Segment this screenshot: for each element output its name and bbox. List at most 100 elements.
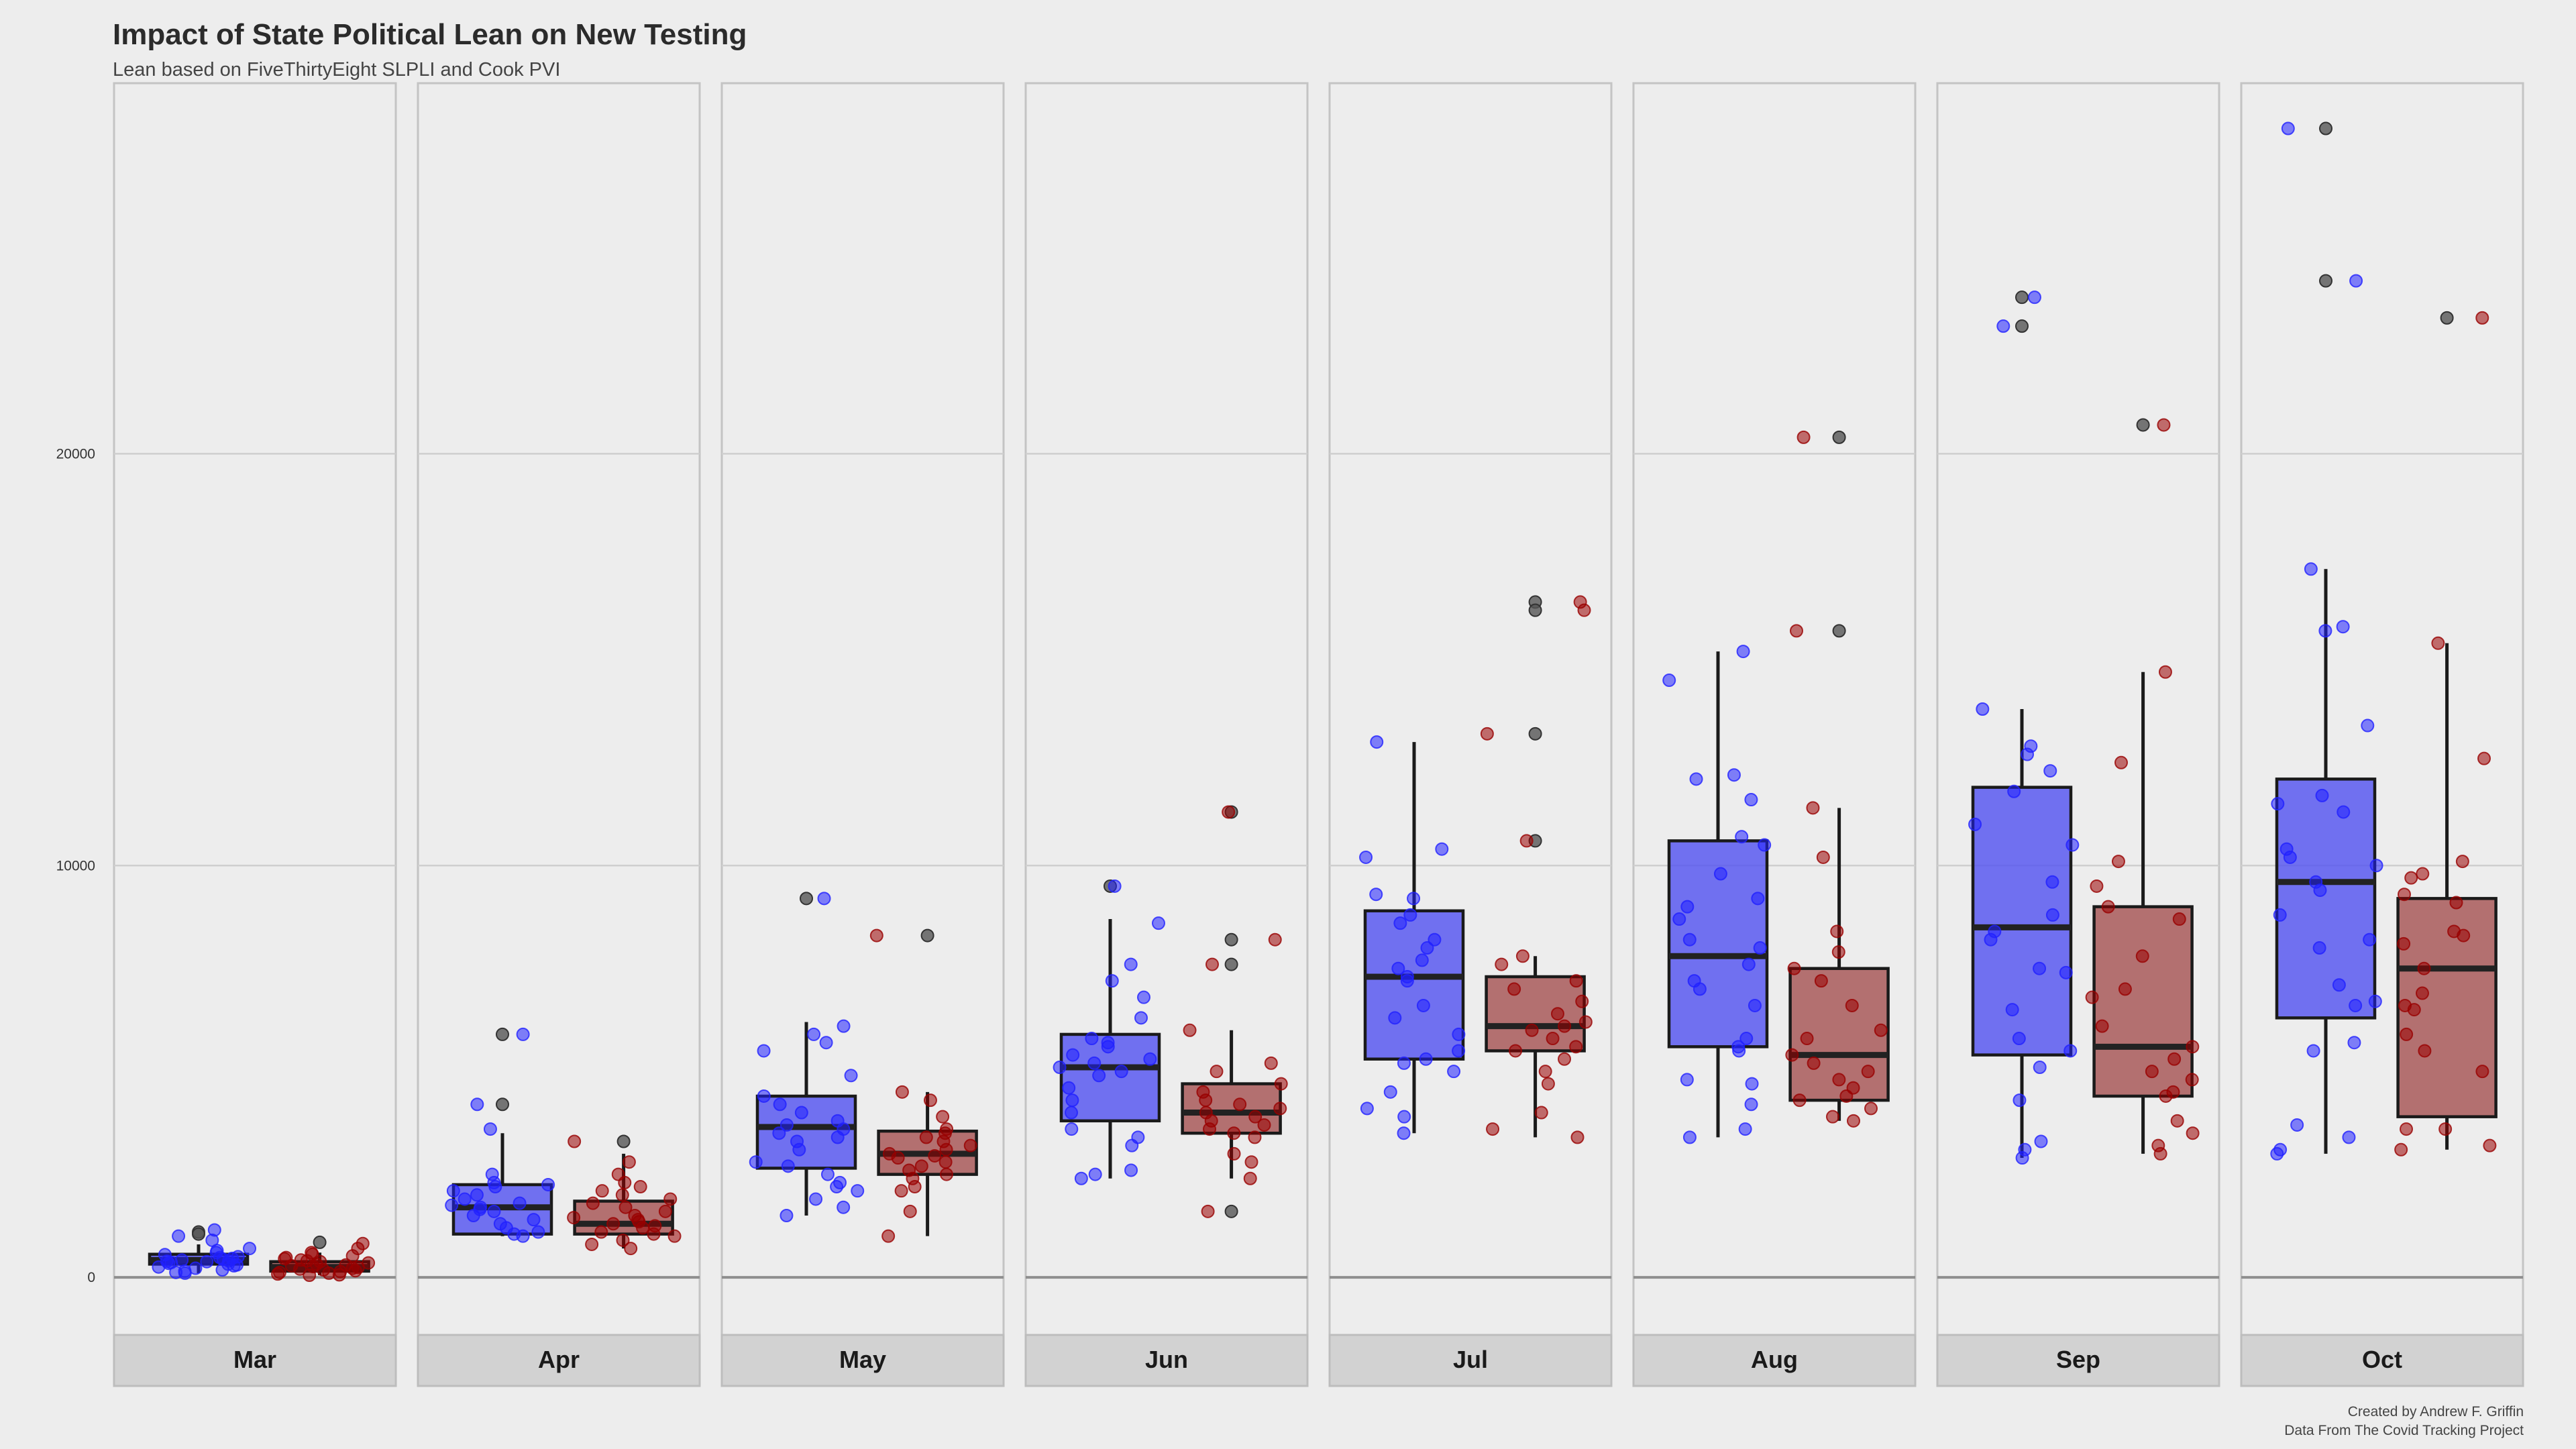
- data-point: [2313, 883, 2327, 898]
- box-red: [567, 1134, 682, 1256]
- data-point: [1201, 1204, 1215, 1218]
- data-point: [2101, 900, 2115, 914]
- data-point: [1257, 1118, 1271, 1132]
- data-point: [606, 1217, 621, 1231]
- data-point: [780, 1118, 794, 1132]
- outlier-point: [1224, 932, 1238, 947]
- facet-strip: [1936, 1334, 2220, 1387]
- data-point: [1244, 1155, 1258, 1169]
- data-point: [1758, 838, 1772, 852]
- data-point: [513, 1196, 527, 1210]
- data-point: [938, 1155, 953, 1169]
- data-point: [1227, 1146, 1241, 1161]
- outlier-point: [1528, 603, 1542, 617]
- data-point: [2281, 121, 2295, 136]
- data-point: [1248, 1130, 1262, 1144]
- data-point: [200, 1254, 214, 1269]
- data-point: [1727, 768, 1741, 782]
- facet-panels: Mar Apr May Jun Jul Aug Sep Oct: [113, 82, 2524, 1387]
- data-point: [2283, 850, 2297, 864]
- data-point: [1087, 1056, 1102, 1070]
- facet-panel: [417, 82, 701, 1336]
- data-point: [1861, 1065, 1875, 1079]
- data-point: [2431, 636, 2445, 650]
- box-red: [1785, 430, 1890, 1128]
- data-point: [1435, 842, 1449, 856]
- data-point: [1745, 1077, 1759, 1091]
- data-point: [2290, 1118, 2304, 1132]
- data-point: [1534, 1106, 1548, 1120]
- data-point: [1558, 1019, 1572, 1033]
- data-point: [594, 1225, 608, 1239]
- data-point: [2475, 311, 2489, 325]
- data-point: [1984, 932, 1998, 947]
- y-tick-label: 10000: [56, 858, 95, 873]
- facet-apr: Apr: [417, 82, 701, 1387]
- outlier-point: [2015, 290, 2029, 305]
- data-point: [2012, 1032, 2026, 1046]
- data-point: [1419, 1052, 1433, 1066]
- data-point: [667, 1229, 682, 1243]
- data-point: [1864, 1102, 1878, 1116]
- data-point: [830, 1130, 845, 1144]
- box-blue: [148, 1223, 257, 1280]
- data-point: [1268, 932, 1282, 947]
- data-point: [1227, 1126, 1241, 1140]
- box-red: [869, 928, 978, 1243]
- data-point: [487, 1204, 501, 1218]
- data-point: [1360, 1102, 1374, 1116]
- data-point: [903, 1204, 917, 1218]
- data-point: [1101, 1040, 1115, 1054]
- facet-jun: Jun: [1024, 82, 1309, 1387]
- facet-label: Jun: [1145, 1346, 1188, 1373]
- data-point: [895, 1085, 909, 1099]
- data-point: [1800, 1032, 1814, 1046]
- data-point: [271, 1267, 285, 1281]
- data-point: [1264, 1056, 1278, 1070]
- data-point: [1575, 994, 1589, 1008]
- facet-panel: [1328, 82, 1613, 1336]
- data-point: [616, 1233, 630, 1247]
- data-point: [1806, 801, 1820, 815]
- data-point: [2033, 961, 2047, 975]
- data-point: [332, 1268, 346, 1282]
- facet-jul: Jul: [1328, 82, 1613, 1387]
- data-point: [1065, 1122, 1079, 1136]
- data-point: [1210, 1065, 1224, 1079]
- data-point: [293, 1262, 307, 1276]
- data-point: [1199, 1093, 1213, 1108]
- data-point: [567, 1211, 581, 1225]
- facet-strip: [417, 1334, 701, 1387]
- data-point: [1831, 945, 1845, 959]
- outlier-point: [2319, 121, 2332, 136]
- data-point: [1124, 1163, 1138, 1177]
- data-point: [1273, 1102, 1287, 1116]
- data-point: [1753, 941, 1767, 955]
- data-point: [1486, 1122, 1500, 1136]
- facet-mar: Mar: [113, 82, 397, 1387]
- data-point: [1789, 624, 1803, 638]
- data-point: [2114, 755, 2129, 769]
- data-point: [939, 1142, 953, 1157]
- data-point: [1388, 1011, 1402, 1025]
- facet-label: Jul: [1453, 1346, 1488, 1373]
- facet-panel: [2240, 82, 2524, 1336]
- data-point: [773, 1097, 787, 1112]
- box-iqr: [1485, 975, 1586, 1053]
- box-iqr: [2092, 905, 2194, 1098]
- data-point: [1816, 850, 1830, 864]
- facet-strip: [2240, 1334, 2524, 1387]
- data-point: [2361, 718, 2375, 733]
- data-point: [618, 1175, 632, 1189]
- outlier-point: [313, 1235, 327, 1249]
- data-point: [891, 1151, 905, 1165]
- data-point: [1846, 1114, 1860, 1128]
- data-point: [1397, 1126, 1411, 1140]
- data-point: [1792, 1093, 1807, 1108]
- data-point: [1074, 1171, 1088, 1185]
- facet-aug: Aug: [1632, 82, 1917, 1387]
- data-point: [1400, 974, 1414, 988]
- facet-panel: [113, 82, 397, 1336]
- data-point: [1689, 772, 1703, 786]
- data-point: [1108, 879, 1122, 893]
